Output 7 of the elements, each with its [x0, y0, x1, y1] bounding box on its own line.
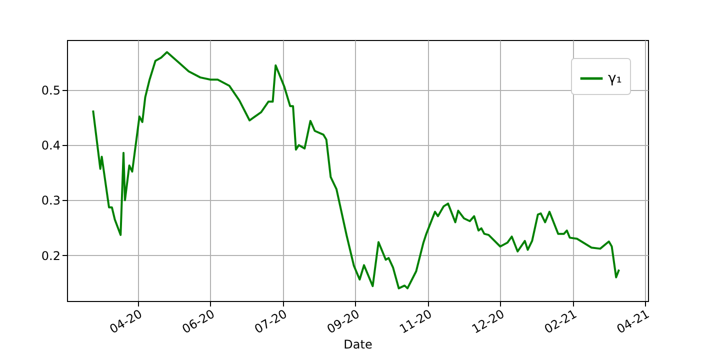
y-tick-label: 0.4	[41, 138, 60, 153]
y-tick-label: 0.3	[41, 194, 60, 208]
x-axis-title: Date	[344, 337, 372, 352]
legend-label: γ₁	[608, 70, 622, 86]
y-tick-label: 0.2	[41, 248, 60, 263]
line-series	[92, 51, 620, 290]
y-tick-label: 0.5	[41, 84, 60, 98]
